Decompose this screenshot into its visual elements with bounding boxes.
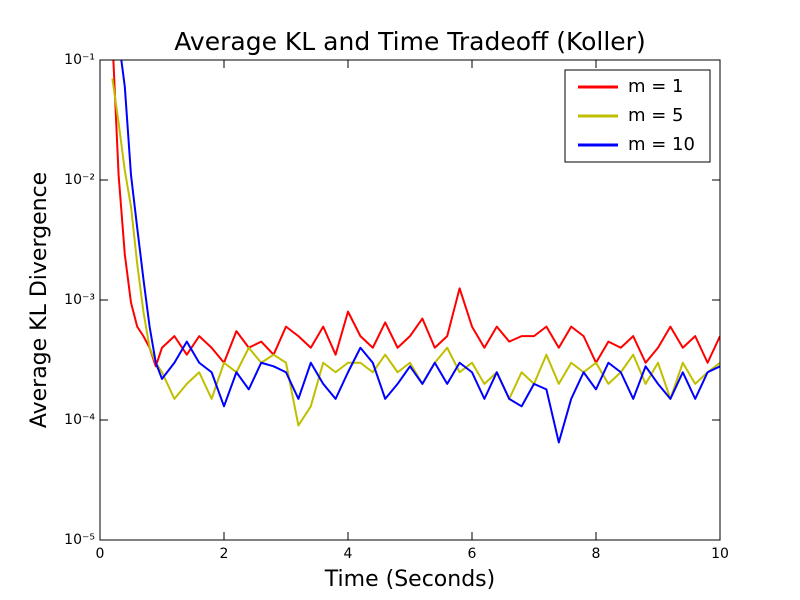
y-tick-label: 10⁻³ bbox=[64, 292, 95, 308]
series-line bbox=[120, 60, 720, 444]
x-tick-label: 2 bbox=[220, 546, 229, 562]
series-line bbox=[112, 60, 720, 368]
x-tick-label: 6 bbox=[468, 546, 477, 562]
y-axis-label: Average KL Divergence bbox=[27, 172, 52, 428]
legend-label: m = 10 bbox=[628, 134, 695, 155]
x-tick-label: 0 bbox=[96, 546, 105, 562]
x-axis-label: Time (Seconds) bbox=[324, 567, 495, 592]
series-line bbox=[111, 78, 720, 427]
y-tick-label: 10⁻⁵ bbox=[64, 532, 95, 548]
x-tick-label: 10 bbox=[711, 546, 729, 562]
x-tick-label: 4 bbox=[344, 546, 353, 562]
y-tick-label: 10⁻¹ bbox=[64, 52, 95, 68]
plot-area bbox=[111, 60, 720, 444]
y-tick-label: 10⁻² bbox=[64, 172, 95, 188]
x-tick-label: 8 bbox=[592, 546, 601, 562]
legend-label: m = 1 bbox=[628, 76, 684, 97]
y-tick-label: 10⁻⁴ bbox=[64, 412, 95, 428]
legend-label: m = 5 bbox=[628, 105, 684, 126]
chart-title: Average KL and Time Tradeoff (Koller) bbox=[174, 27, 645, 56]
